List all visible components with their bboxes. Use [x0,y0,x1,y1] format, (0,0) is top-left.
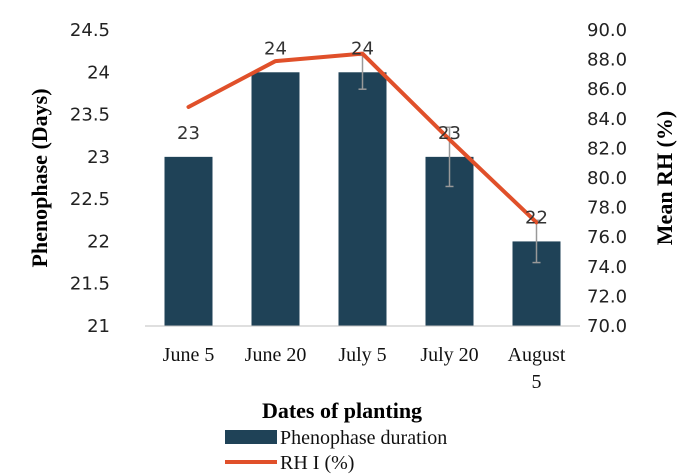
bar [338,72,387,327]
right-tick-label: 82.0 [587,138,627,159]
right-tick-label: 70.0 [587,316,627,337]
right-tick-label: 86.0 [587,79,627,100]
right-tick-label: 74.0 [587,257,627,278]
left-tick-label: 24.5 [70,20,110,41]
left-tick-label: 23 [87,147,110,168]
left-tick-label: 22.5 [70,189,110,210]
left-tick-label: 21 [87,316,110,337]
right-tick-label: 80.0 [587,168,627,189]
x-tick-label: June 5 [163,344,215,366]
left-tick-label: 23.5 [70,105,110,126]
left-axis-title: Phenophase (Days) [27,88,52,267]
right-tick-label: 76.0 [587,227,627,248]
bar-data-label: 22 [525,207,548,228]
x-tick-label: June 20 [245,344,307,366]
line-series [186,51,539,225]
x-tick-label: July 20 [420,344,478,366]
data-labels: 23 24 24 23 22 [177,38,548,228]
bar-data-label: 24 [264,38,287,59]
left-tick-label: 21.5 [70,274,110,295]
left-tick-label: 22 [87,231,110,252]
right-axis-ticks: 70.0 72.0 74.0 76.0 78.0 80.0 82.0 84.0 86.0 88.0… [587,20,627,337]
legend-bar-label: Phenophase duration [280,427,447,449]
bar-data-label: 23 [438,123,461,144]
legend-line-label: RH I (%) [280,452,354,474]
right-tick-label: 84.0 [587,109,627,130]
legend: Phenophase duration RH I (%) [225,427,447,474]
right-axis-title: Mean RH (%) [652,111,677,245]
bar-series [164,72,561,327]
left-axis-ticks: 21 21.5 22 22.5 23 23.5 24 24.5 [70,20,110,337]
bar [251,72,300,327]
rh-line [186,51,539,225]
x-tick-label: July 5 [338,344,386,366]
bar-data-label: 23 [177,123,200,144]
x-tick-label: August [508,344,566,366]
x-tick-label: 5 [532,371,542,393]
bar-data-label: 24 [351,38,374,59]
right-tick-label: 72.0 [587,286,627,307]
x-axis-ticks: June 5 June 20 July 5 July 20 August 5 [163,344,566,393]
right-tick-label: 88.0 [587,50,627,71]
left-tick-label: 24 [87,62,110,83]
bar [164,156,213,326]
right-tick-label: 78.0 [587,198,627,219]
x-axis-title: Dates of planting [262,398,422,423]
right-tick-label: 90.0 [587,20,627,41]
legend-bar-swatch [225,430,277,444]
